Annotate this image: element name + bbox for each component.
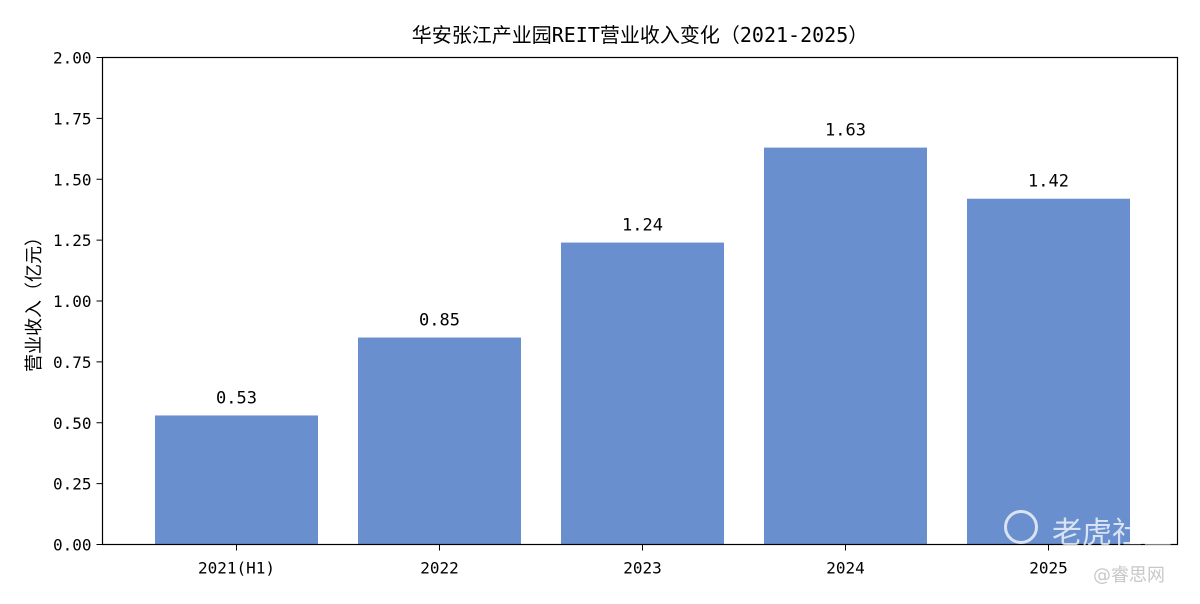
bar (155, 415, 318, 545)
bar (358, 337, 521, 545)
x-tick-label: 2024 (826, 559, 865, 578)
y-tick-label: 1.00 (53, 292, 92, 311)
y-tick-label: 2.00 (53, 49, 92, 68)
bar (561, 242, 724, 545)
x-tick-label: 2021(H1) (198, 559, 275, 578)
data-label: 1.63 (825, 121, 866, 141)
y-axis-label: 营业收入（亿元） (24, 228, 45, 372)
y-tick-label: 1.50 (53, 170, 92, 189)
watermark-sub: @睿思网 (1093, 565, 1165, 586)
x-tick-label: 2022 (420, 559, 459, 578)
y-tick-label: 0.25 (53, 475, 92, 494)
watermark-logo (1004, 510, 1038, 544)
data-label: 0.85 (419, 311, 460, 331)
data-label: 1.42 (1028, 172, 1069, 192)
y-tick-label: 0.00 (53, 536, 92, 555)
data-label: 0.53 (216, 388, 257, 408)
y-tick-label: 0.75 (53, 353, 92, 372)
plot-frame (101, 56, 1179, 546)
data-label: 1.24 (622, 216, 663, 236)
watermark-main: 老虎社区 (1052, 516, 1172, 551)
x-tick-label: 2025 (1029, 559, 1068, 578)
y-tick-label: 1.25 (53, 231, 92, 250)
bar (967, 198, 1130, 545)
y-tick-label: 0.50 (53, 414, 92, 433)
chart-title: 华安张江产业园REIT营业收入变化（2021-2025） (412, 23, 869, 47)
x-tick-label: 2023 (623, 559, 662, 578)
y-tick-label: 1.75 (53, 109, 92, 128)
bar (764, 147, 927, 545)
